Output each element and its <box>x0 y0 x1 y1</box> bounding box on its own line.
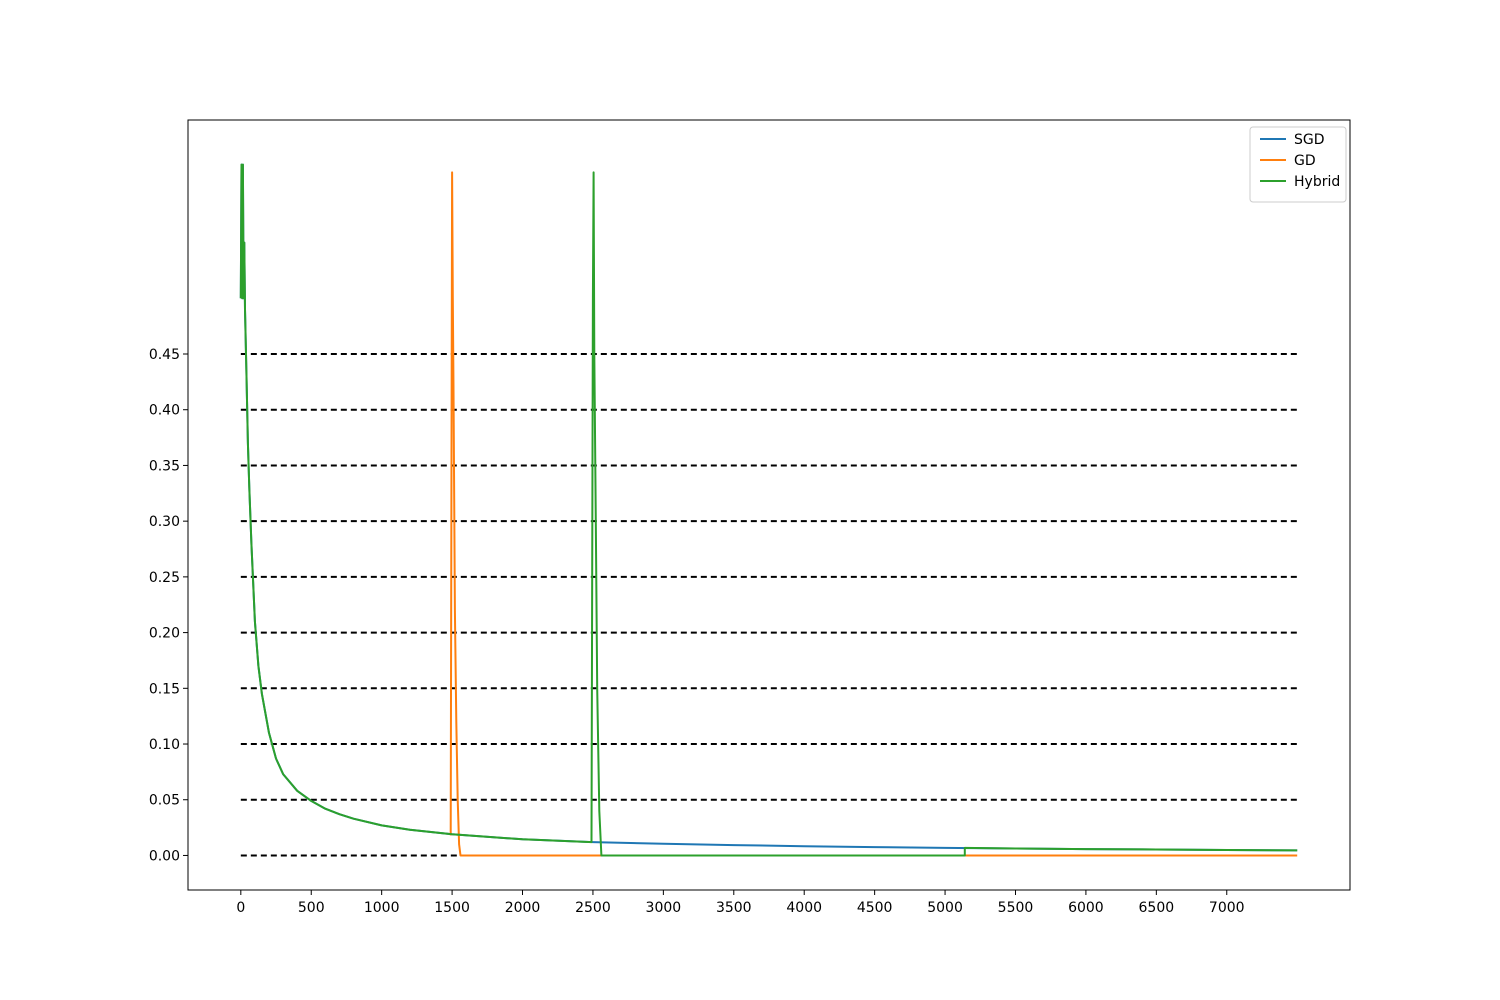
y-tick-label: 0.00 <box>149 848 180 864</box>
y-tick-label: 0.15 <box>149 681 180 697</box>
series-line-gd <box>449 171 1298 857</box>
x-axis: 0 500 1000 1500 2000 2500 3000 3500 4000 4500 5000… <box>236 890 1245 916</box>
y-tick-label: 0.40 <box>149 403 180 419</box>
x-tick-label: 4000 <box>786 900 822 916</box>
x-tick-label: 6000 <box>1068 900 1104 916</box>
y-tick-label: 0.30 <box>149 514 180 530</box>
x-tick-label: 1000 <box>364 900 400 916</box>
series-line-hybrid <box>239 163 1298 857</box>
y-tick-label: 0.10 <box>149 737 180 753</box>
legend-label-hybrid: Hybrid <box>1294 174 1340 190</box>
x-tick-label: 0 <box>236 900 245 916</box>
x-tick-label: 5000 <box>927 900 963 916</box>
y-tick-label: 0.25 <box>149 570 180 586</box>
x-tick-label: 2000 <box>505 900 541 916</box>
legend-box <box>1249 126 1347 203</box>
legend-label-gd: GD <box>1294 153 1316 169</box>
x-tick-label: 2500 <box>575 900 611 916</box>
y-tick-label: 0.05 <box>149 793 180 809</box>
y-axis: 0.00 0.05 0.10 0.15 0.20 0.25 0.30 0.35 0.40 0.45 <box>149 347 188 864</box>
y-tick-label: 0.45 <box>149 347 180 363</box>
x-tick-label: 4500 <box>857 900 893 916</box>
x-tick-label: 6500 <box>1139 900 1175 916</box>
plot-area-frame <box>187 119 1351 891</box>
y-tick-label: 0.35 <box>149 458 180 474</box>
x-tick-label: 5500 <box>998 900 1034 916</box>
legend-label-sgd: SGD <box>1294 132 1325 148</box>
x-tick-label: 7000 <box>1209 900 1245 916</box>
x-tick-label: 1500 <box>434 900 470 916</box>
x-tick-label: 500 <box>298 900 325 916</box>
y-tick-label: 0.20 <box>149 626 180 642</box>
x-tick-label: 3500 <box>716 900 752 916</box>
legend: SGD GD Hybrid <box>1249 126 1347 203</box>
series-layer <box>239 163 1298 857</box>
x-tick-label: 3000 <box>646 900 682 916</box>
